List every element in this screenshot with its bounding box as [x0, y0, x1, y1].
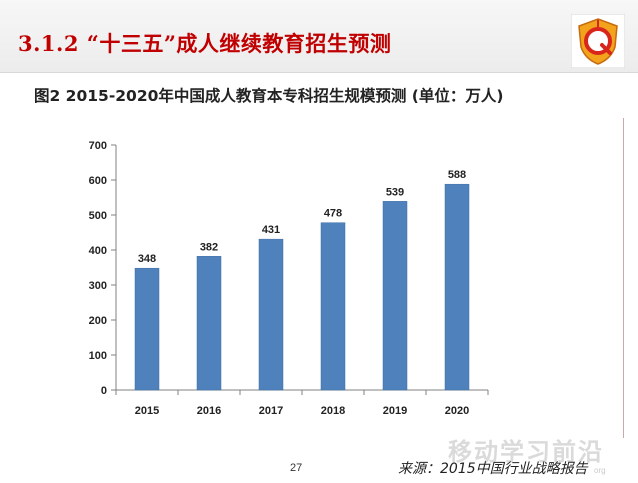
header-band [0, 0, 638, 73]
y-axis: 0 100 200 300 400 500 600 700 [89, 140, 117, 397]
y-tick-label: 600 [89, 175, 107, 187]
bar-2019 [382, 201, 408, 391]
x-tick-label-2020: 2020 [445, 405, 469, 417]
data-label-2020: 588 [448, 169, 466, 181]
source-note: 来源：2015中国行业战略报告 [398, 461, 588, 477]
data-label-2017: 431 [262, 224, 280, 236]
data-label-2019: 539 [386, 186, 404, 198]
x-tick-label-2015: 2015 [135, 405, 159, 417]
y-tick-label: 0 [101, 385, 107, 397]
right-divider [623, 118, 624, 438]
y-tick-label: 200 [89, 315, 107, 327]
watermark-text: 移动学习前沿 [448, 438, 604, 466]
bar-2020 [444, 183, 470, 391]
y-tick-label: 700 [89, 140, 107, 152]
data-labels: 348 382 431 478 539 588 [138, 169, 466, 265]
x-tick-label-2017: 2017 [259, 405, 283, 417]
page-number: 27 [290, 462, 303, 474]
y-tick-label: 300 [89, 280, 107, 292]
x-tick-label-2016: 2016 [197, 405, 221, 417]
bar-series [134, 183, 470, 391]
bar-2018 [320, 222, 346, 391]
y-tick-label: 100 [89, 350, 107, 362]
bar-2016 [196, 256, 222, 391]
watermark-sub-text: org [594, 466, 606, 475]
x-axis: 2015 2016 2017 2018 2019 2020 [115, 389, 489, 417]
bar-2017 [258, 238, 284, 391]
data-label-2016: 382 [200, 241, 218, 253]
x-tick-label-2019: 2019 [383, 405, 407, 417]
q-shield-logo-icon [571, 14, 625, 68]
y-tick-label: 500 [89, 210, 107, 222]
y-tick-label: 400 [89, 245, 107, 257]
chart-title: 图2 2015-2020年中国成人教育本专科招生规模预测 (单位：万人) [34, 87, 504, 105]
bar-2015 [134, 267, 160, 391]
data-label-2018: 478 [324, 208, 342, 220]
section-title: 3.1.2 “十三五”成人继续教育招生预测 [18, 31, 392, 56]
data-label-2015: 348 [138, 253, 156, 265]
x-tick-label-2018: 2018 [321, 405, 345, 417]
